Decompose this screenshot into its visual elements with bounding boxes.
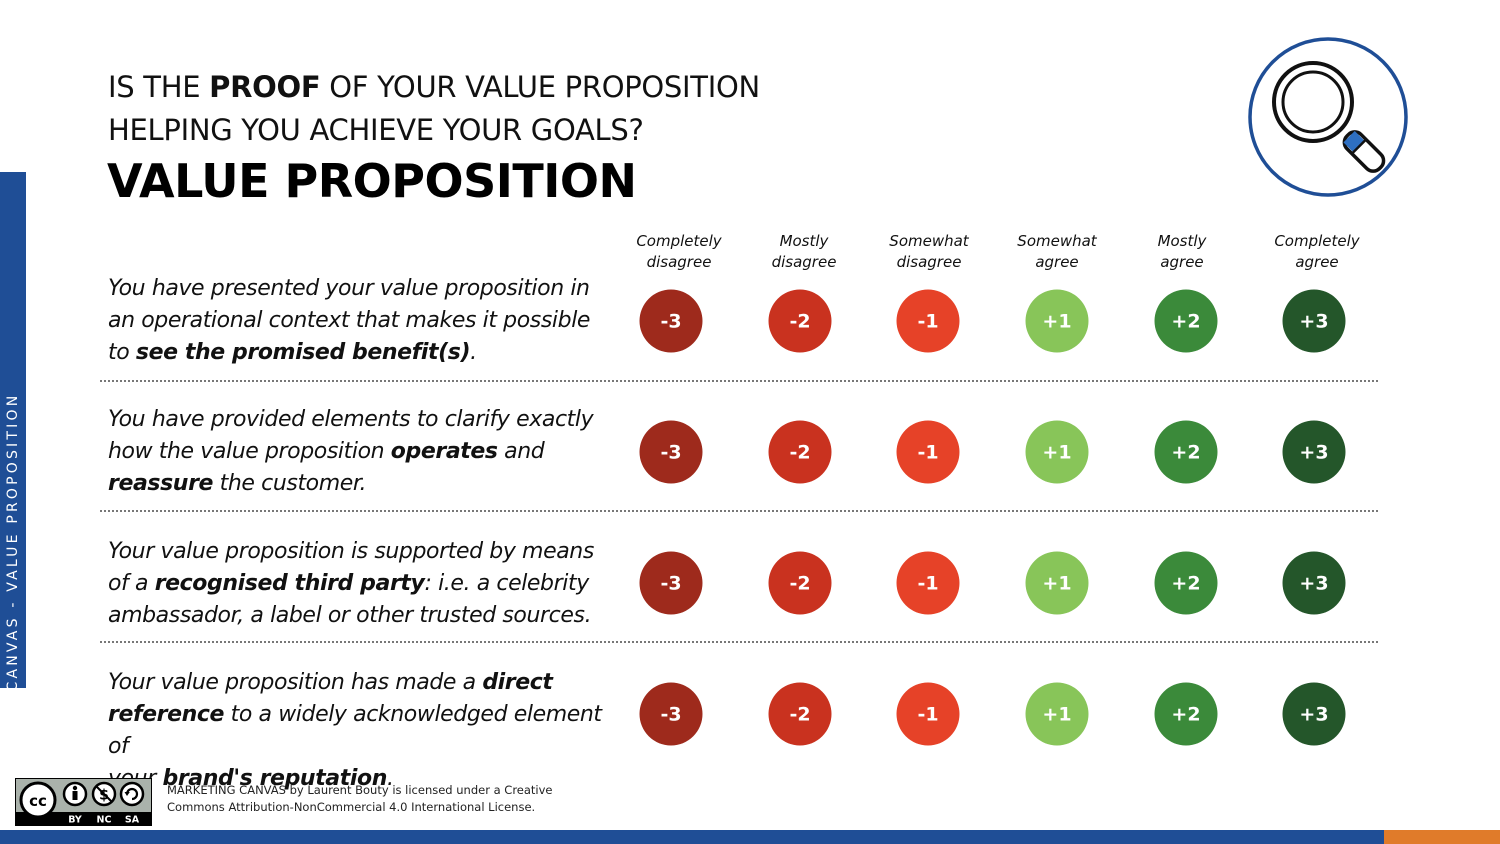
- rating-dot-plus-2[interactable]: +2: [1154, 420, 1218, 484]
- row-divider: [100, 510, 1378, 512]
- rating-dot-plus-3[interactable]: +3: [1282, 420, 1346, 484]
- side-label: MARKETING CANVAS - VALUE PROPOSITION: [5, 392, 21, 812]
- scale-header-mostly-agree: Mostly agree: [1157, 232, 1207, 271]
- svg-text:$: $: [99, 788, 109, 804]
- rating-dot-minus-2[interactable]: -2: [768, 551, 832, 615]
- statement-2: You have provided elements to clarify ex…: [108, 407, 594, 496]
- rating-dot-minus-3[interactable]: -3: [639, 289, 703, 353]
- rating-dot-plus-2[interactable]: +2: [1154, 551, 1218, 615]
- rating-dot-plus-3[interactable]: +3: [1282, 682, 1346, 746]
- rating-dot-minus-1[interactable]: -1: [896, 289, 960, 353]
- rating-dot-minus-2[interactable]: -2: [768, 420, 832, 484]
- footer-bar: [0, 830, 1384, 844]
- cc-icon: cc: [29, 792, 47, 810]
- rating-dot-plus-2[interactable]: +2: [1154, 682, 1218, 746]
- statement-1: You have presented your value propositio…: [108, 276, 591, 365]
- question-emphasis: PROOF: [209, 70, 321, 104]
- statement-4: Your value proposition has made a direct…: [108, 670, 602, 791]
- svg-text:SA: SA: [125, 815, 140, 826]
- license-text: MARKETING CANVAS by Laurent Bouty is lic…: [167, 783, 553, 814]
- scale-header-completely-agree: Completely agree: [1274, 232, 1360, 271]
- rating-dot-minus-2[interactable]: -2: [768, 682, 832, 746]
- scale-header-somewhat-agree: Somewhat agree: [1017, 232, 1097, 271]
- footer-bar-accent: [1384, 830, 1500, 844]
- rating-dot-minus-3[interactable]: -3: [639, 551, 703, 615]
- rating-dot-minus-1[interactable]: -1: [896, 551, 960, 615]
- rating-dot-minus-2[interactable]: -2: [768, 289, 832, 353]
- scale-header-somewhat-disagree: Somewhat disagree: [889, 232, 969, 271]
- rating-dot-plus-1[interactable]: +1: [1025, 420, 1089, 484]
- scale-header-mostly-disagree: Mostly disagree: [771, 232, 837, 271]
- svg-text:BY: BY: [68, 815, 82, 826]
- side-band: MARKETING CANVAS - VALUE PROPOSITION: [0, 172, 26, 811]
- row-divider: [100, 380, 1378, 382]
- rating-dot-minus-3[interactable]: -3: [639, 682, 703, 746]
- row-divider: [100, 641, 1378, 643]
- rating-dot-plus-2[interactable]: +2: [1154, 289, 1218, 353]
- rating-dot-plus-1[interactable]: +1: [1025, 682, 1089, 746]
- rating-dot-plus-3[interactable]: +3: [1282, 289, 1346, 353]
- creative-commons-badge[interactable]: cc $ BY NC SA: [15, 778, 152, 826]
- share-alike-icon: [119, 781, 145, 807]
- page-title: VALUE PROPOSITION: [107, 154, 637, 208]
- rating-dot-minus-1[interactable]: -1: [896, 682, 960, 746]
- rating-dot-plus-1[interactable]: +1: [1025, 289, 1089, 353]
- magnifying-glass-icon: [1248, 37, 1408, 197]
- rating-dot-minus-1[interactable]: -1: [896, 420, 960, 484]
- rating-dot-minus-3[interactable]: -3: [639, 420, 703, 484]
- rating-dot-plus-3[interactable]: +3: [1282, 551, 1346, 615]
- statement-3: Your value proposition is supported by m…: [108, 539, 594, 628]
- rating-dot-plus-1[interactable]: +1: [1025, 551, 1089, 615]
- svg-text:NC: NC: [97, 815, 112, 826]
- page-question: IS THE PROOF OF YOUR VALUE PROPOSITION H…: [108, 66, 760, 152]
- question-line-2: HELPING YOU ACHIEVE YOUR GOALS?: [108, 113, 644, 147]
- scale-header-completely-disagree: Completely disagree: [636, 232, 722, 271]
- question-line-1: IS THE PROOF OF YOUR VALUE PROPOSITION: [108, 70, 760, 104]
